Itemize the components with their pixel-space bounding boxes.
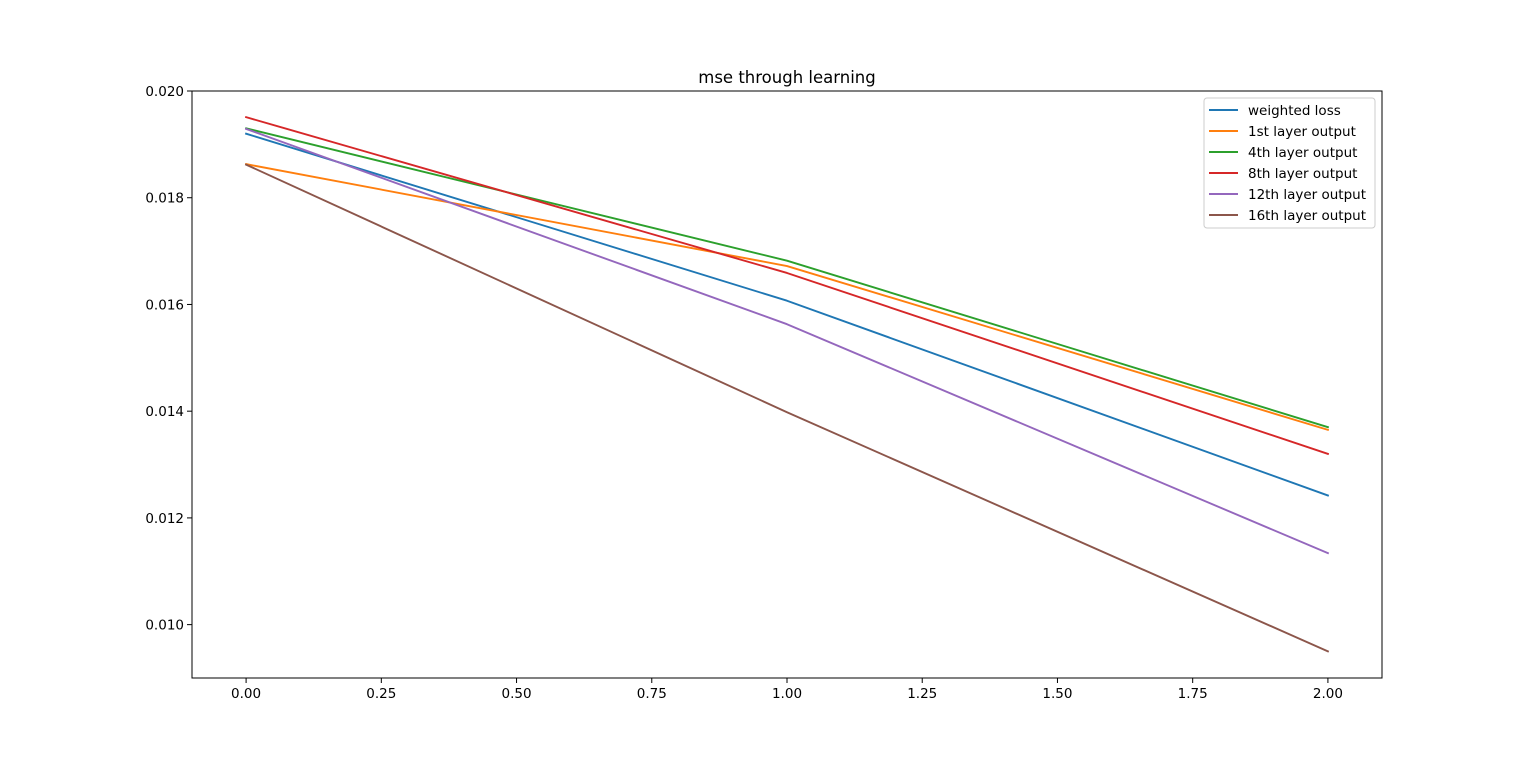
x-tick-label: 1.00: [772, 686, 802, 702]
y-tick-label: 0.014: [145, 404, 184, 420]
series-line-6: [244, 163, 1330, 653]
legend-label: 16th layer output: [1248, 208, 1366, 224]
series-line-1: [244, 132, 1330, 497]
legend-box: [1203, 97, 1376, 229]
x-tick-label: 1.25: [907, 686, 937, 702]
x-tick-label: 2.00: [1313, 686, 1343, 702]
plot-area: 0.00 0.25 0.50 0.75 1.00 1.25 1.50 1.75 2.00 0.01…: [145, 84, 1383, 702]
x-tick-label: 0.75: [637, 686, 667, 702]
legend-label: 4th layer output: [1248, 145, 1357, 161]
chart-title: mse through learning: [698, 68, 875, 87]
y-tick-label: 0.010: [145, 618, 184, 634]
y-tick-label: 0.018: [145, 191, 184, 207]
legend-label: 8th layer output: [1248, 166, 1357, 182]
x-tick-label: 0.00: [231, 686, 261, 702]
legend-label: 1st layer output: [1248, 124, 1356, 140]
y-tick-label: 0.020: [145, 84, 184, 100]
legend-label: weighted loss: [1248, 103, 1341, 119]
series-line-4: [244, 115, 1330, 456]
legend-label: 12th layer output: [1248, 187, 1366, 203]
y-tick-label: 0.012: [145, 511, 184, 527]
series-line-5: [244, 127, 1330, 555]
x-tick-label: 0.25: [366, 686, 396, 702]
series-line-2: [244, 163, 1330, 432]
x-tick-label: 1.75: [1178, 686, 1208, 702]
y-tick-label: 0.016: [145, 297, 184, 313]
x-tick-label: 0.50: [502, 686, 532, 702]
series-line-3: [244, 127, 1330, 429]
x-tick-label: 1.50: [1042, 686, 1072, 702]
